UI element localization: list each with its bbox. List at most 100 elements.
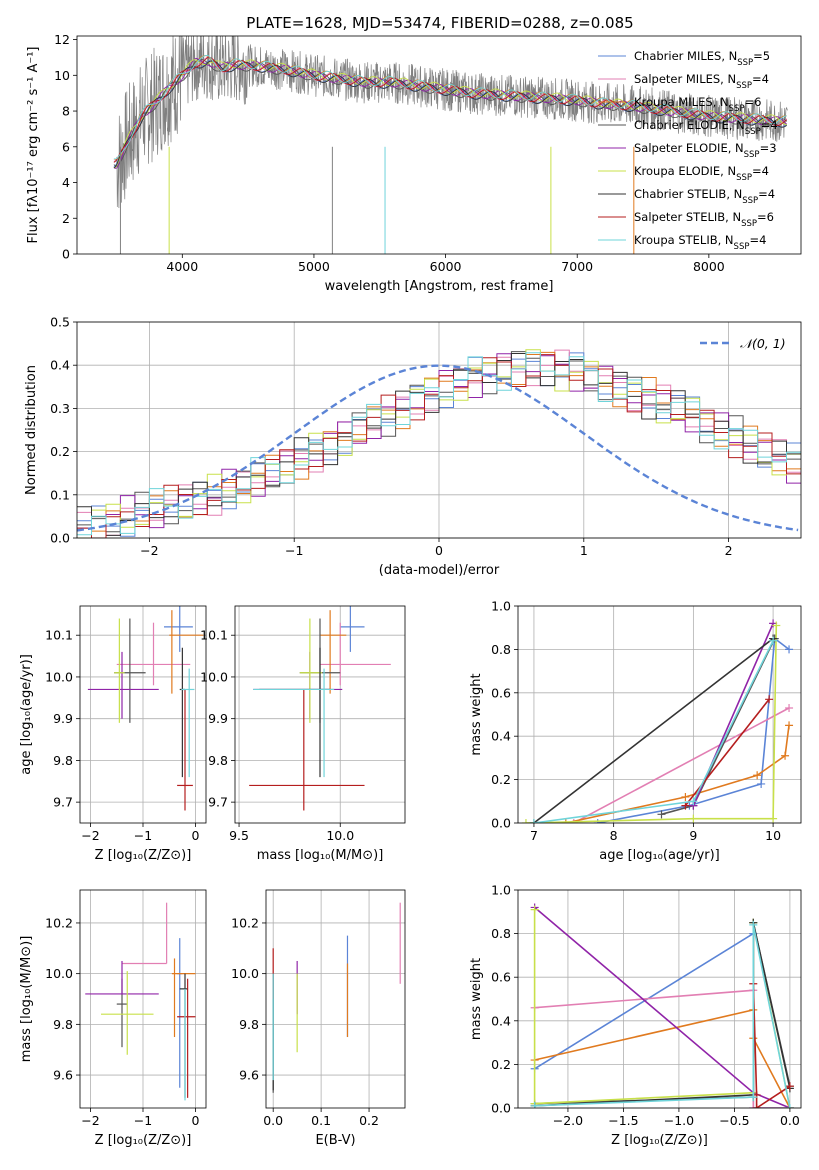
weight-marker	[749, 921, 757, 929]
x-tick-label: −2	[81, 1113, 99, 1128]
y-tick-label: 9.8	[208, 753, 228, 768]
y-tick-label: 10.0	[200, 669, 228, 684]
y-axis-label: mass weight	[469, 673, 484, 755]
x-tick-label: −1.0	[664, 1113, 694, 1128]
spectrum-legend: Chabrier MILES, NSSP=5 Salpeter MILES, NS…	[598, 49, 778, 252]
x-tick-label: 2	[725, 543, 733, 558]
weight-line-chabrier-elodie	[535, 923, 790, 1104]
y-axis-label: mass [log₁₀(M/M⊙)]	[19, 936, 34, 1063]
y-tick-label: 8	[62, 104, 70, 119]
y-tick-label: 0.2	[491, 772, 511, 787]
x-tick-label: 9.5	[229, 828, 249, 843]
y-tick-label: 0.6	[491, 970, 511, 985]
panel-weight_vs_Z: −2.0 −1.5 −1.0 −0.5 0.0 0.0 0.2 0.4 0.6 0.8 1.0 Z […	[469, 883, 801, 1149]
y-tick-label: 0.8	[491, 642, 511, 657]
y-tick-label: 9.9	[53, 711, 73, 726]
x-tick-label: 7000	[561, 259, 593, 274]
panel-age_vs_Z: −2 −1 0 9.7 9.8 9.9 10.0 10.1 Z [log₁₀(Z/Z⊙)] age…	[19, 606, 206, 863]
weight-marker	[689, 815, 697, 823]
y-tick-label: 9.8	[53, 1017, 73, 1032]
y-tick-label: 10	[54, 68, 70, 83]
legend-label: Kroupa STELIB, NSSP=4	[634, 233, 766, 252]
panel-spectrum: 4000 5000 6000 7000 8000 0 2 4 6 8 10 12 wavelength …	[26, 32, 801, 294]
y-tick-label: 6	[62, 139, 70, 154]
x-tick-label: 10.0	[326, 828, 354, 843]
y-tick-label: 9.7	[208, 795, 228, 810]
panels: 4000 5000 6000 7000 8000024681012wavelength …	[19, 32, 801, 1148]
legend-label: Kroupa ELODIE, NSSP=4	[634, 164, 769, 183]
plot-area	[249, 606, 391, 810]
axes-frame	[518, 606, 801, 823]
y-tick-label: 0.0	[491, 1101, 511, 1116]
x-axis-label: E(B-V)	[315, 1133, 355, 1148]
legend-label: Chabrier STELIB, NSSP=4	[634, 187, 775, 206]
y-tick-label: 10.0	[45, 669, 73, 684]
weight-marker	[769, 815, 777, 823]
y-tick-label: 0.5	[50, 315, 70, 330]
x-tick-label: 1	[580, 543, 588, 558]
x-tick-label: −2.0	[553, 1113, 583, 1128]
x-tick-label: 7	[530, 828, 538, 843]
y-tick-label: 10.1	[45, 628, 73, 643]
y-axis-label: Flux [fλ10⁻¹⁷ erg cm⁻² s⁻¹ A⁻¹]	[26, 47, 41, 244]
y-tick-label: 0.6	[491, 685, 511, 700]
weight-line-salpeter-miles	[574, 708, 789, 823]
plot-area	[273, 903, 400, 1093]
y-tick-label: 10.0	[45, 966, 73, 981]
y-tick-label: 9.6	[53, 1068, 73, 1083]
weight-marker	[785, 704, 793, 712]
weight-line-kroupa-elodie	[526, 626, 776, 824]
y-tick-label: 1.0	[491, 599, 511, 614]
y-tick-label: 9.8	[53, 753, 73, 768]
y-tick-label: 9.8	[239, 1017, 259, 1032]
y-tick-label: 10.2	[231, 915, 259, 930]
x-axis-label: Z [log₁₀(Z/Z⊙)]	[95, 1133, 192, 1148]
y-tick-label: 0.8	[491, 926, 511, 941]
x-tick-label: 0.0	[780, 1113, 800, 1128]
y-tick-label: 0.2	[50, 444, 70, 459]
legend-label: 𝒩(0, 1)	[740, 336, 786, 351]
panel-residuals: −2 −1 0 1 2 0.0 0.1 0.2 0.3 0.4 0.5 (data-model)/er…	[24, 315, 801, 579]
x-tick-label: −0.5	[719, 1113, 749, 1128]
x-tick-label: −1.5	[608, 1113, 638, 1128]
y-tick-label: 10.1	[200, 628, 228, 643]
legend-label: Chabrier ELODIE, NSSP=4	[634, 118, 778, 137]
y-tick-label: 0.4	[491, 729, 511, 744]
x-tick-label: −1	[134, 1113, 152, 1128]
axes-frame	[518, 890, 801, 1108]
x-tick-label: −1	[285, 543, 303, 558]
y-tick-label: 0.2	[491, 1057, 511, 1072]
y-axis-label: Normed distribution	[24, 365, 39, 495]
x-axis-label: age [log₁₀(age/yr)]	[599, 848, 720, 863]
legend-label: Salpeter STELIB, NSSP=6	[634, 210, 774, 229]
x-tick-label: 0.0	[263, 1113, 283, 1128]
y-tick-label: 1.0	[491, 883, 511, 898]
figure-canvas: PLATE=1628, MJD=53474, FIBERID=0288, z=0…	[0, 0, 819, 1170]
weight-line-chabrier-stelib	[535, 923, 790, 1106]
x-tick-label: 0	[192, 1113, 200, 1128]
plot-area	[531, 903, 794, 1112]
y-tick-label: 4	[62, 175, 70, 190]
y-tick-label: 2	[62, 211, 70, 226]
x-tick-label: 9	[689, 828, 697, 843]
x-tick-label: 5000	[298, 259, 330, 274]
y-tick-label: 9.6	[239, 1068, 259, 1083]
figure-title: PLATE=1628, MJD=53474, FIBERID=0288, z=0…	[246, 14, 633, 32]
y-tick-label: 12	[54, 32, 70, 47]
y-tick-label: 0	[62, 247, 70, 262]
weight-line-salpeter-stelib	[685, 699, 769, 805]
x-tick-label: −1	[134, 828, 152, 843]
panel-mass_vs_EBV: 0.0 0.1 0.29.69.810.010.2E(B-V)	[231, 890, 405, 1148]
weight-marker	[531, 906, 539, 914]
plot-area	[88, 606, 204, 810]
x-tick-label: 4000	[166, 259, 198, 274]
legend-label: Salpeter MILES, NSSP=4	[634, 72, 769, 91]
y-tick-label: 9.9	[208, 711, 228, 726]
plot-area	[85, 903, 195, 1101]
x-tick-label: 10	[765, 828, 781, 843]
plot-area	[522, 619, 793, 827]
x-tick-label: 8000	[693, 259, 725, 274]
legend-label: Salpeter ELODIE, NSSP=3	[634, 141, 777, 160]
normal-reference-curve	[77, 366, 798, 531]
weight-line-chabrier-stelib	[534, 639, 773, 824]
